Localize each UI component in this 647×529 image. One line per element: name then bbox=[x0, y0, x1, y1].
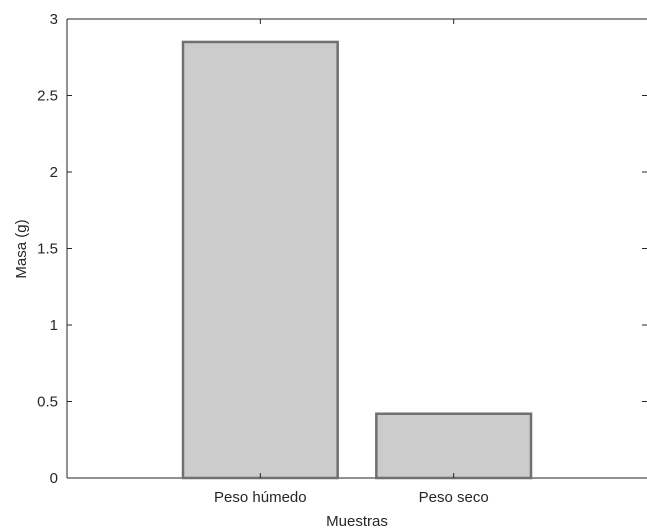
y-tick-label: 0.5 bbox=[37, 394, 58, 411]
bar-1 bbox=[376, 414, 531, 478]
y-axis-label: Masa (g) bbox=[13, 219, 30, 278]
y-tick-label: 2 bbox=[50, 164, 58, 181]
x-axis-label: Muestras bbox=[326, 513, 388, 529]
y-tick-label: 3 bbox=[50, 11, 58, 28]
y-tick-label: 1 bbox=[50, 317, 58, 334]
y-axis-ticks: 0 0.5 1 1.5 2 2.5 3 bbox=[37, 11, 647, 487]
y-tick-label: 2.5 bbox=[37, 88, 58, 105]
bars bbox=[183, 42, 531, 478]
axes bbox=[67, 19, 647, 478]
y-tick-label: 1.5 bbox=[37, 241, 58, 258]
bar-0 bbox=[183, 42, 338, 478]
y-tick-label: 0 bbox=[50, 470, 58, 487]
x-tick-label: Peso seco bbox=[419, 489, 489, 506]
x-tick-label: Peso húmedo bbox=[214, 489, 307, 506]
